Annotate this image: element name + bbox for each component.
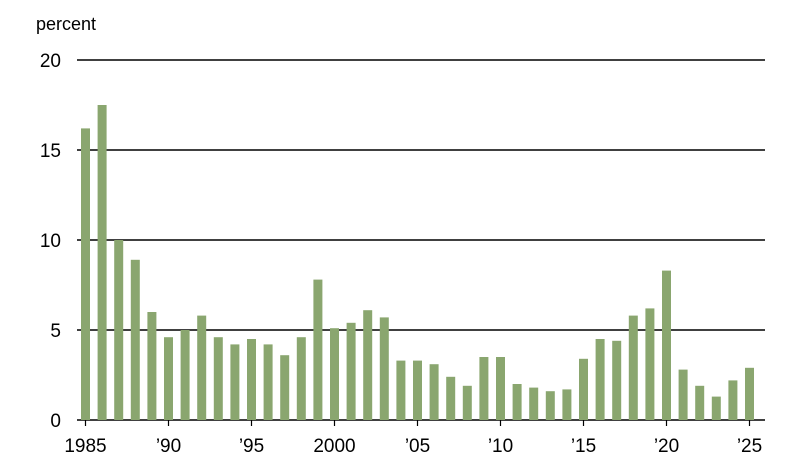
bar-1985 (81, 128, 90, 420)
bar-1996 (263, 344, 273, 420)
bar-2017 (612, 340, 622, 420)
y-tick-label: 20 (40, 51, 61, 72)
bars (81, 105, 754, 420)
bar-1986 (97, 105, 107, 420)
bar-2023 (711, 396, 721, 420)
bar-2000 (330, 328, 339, 420)
bar-2001 (346, 322, 356, 420)
bar-2010 (496, 357, 505, 420)
bar-2025 (745, 367, 754, 420)
x-tick-label: 2000 (313, 436, 355, 457)
bar-2004 (396, 360, 406, 420)
x-tick-label: ’25 (737, 436, 762, 457)
y-axis-ticks: 0 5 10 15 20 (40, 51, 61, 432)
x-tick-label: 1985 (64, 436, 106, 457)
x-tick-label: ’15 (571, 436, 596, 457)
bar-1991 (180, 330, 190, 420)
bar-1998 (296, 337, 306, 420)
x-tick-label: ’05 (405, 436, 430, 457)
bar-2005 (413, 360, 422, 420)
bar-2014 (562, 389, 572, 420)
y-tick-label: 15 (40, 141, 61, 162)
bar-2020 (662, 270, 671, 420)
x-tick-label: ’10 (488, 436, 513, 457)
bar-2022 (695, 385, 705, 420)
x-tick-label: ’95 (239, 436, 264, 457)
bar-2007 (446, 376, 456, 420)
x-axis-ticks: 1985 ’90 ’95 2000 ’05 ’10 ’15 ’20 ’25 (64, 420, 762, 457)
bar-1997 (280, 355, 290, 420)
x-tick-label: ’20 (654, 436, 679, 457)
bar-2003 (379, 317, 389, 420)
bar-2006 (429, 364, 439, 420)
bar-2011 (512, 384, 522, 420)
bar-1999 (313, 279, 323, 420)
bar-2002 (363, 310, 373, 420)
bar-2012 (529, 387, 539, 420)
bar-1992 (197, 315, 207, 420)
y-axis-unit-label: percent (36, 14, 96, 34)
bar-2016 (595, 339, 605, 420)
bar-1989 (147, 312, 157, 420)
bar-1987 (114, 240, 124, 420)
bar-1988 (130, 259, 140, 420)
y-tick-label: 10 (40, 231, 61, 252)
bar-1994 (230, 344, 240, 420)
bar-2008 (462, 385, 472, 420)
bar-2021 (678, 369, 688, 420)
bar-2009 (479, 357, 489, 420)
bar-1990 (164, 337, 173, 420)
bar-1993 (213, 337, 223, 420)
y-tick-label: 0 (50, 411, 61, 432)
bar-2015 (579, 358, 588, 420)
bar-1995 (247, 339, 256, 420)
bar-2024 (728, 380, 738, 420)
bar-2013 (545, 391, 555, 420)
bar-2018 (628, 315, 638, 420)
bar-2019 (645, 308, 655, 420)
y-tick-label: 5 (50, 321, 61, 342)
x-tick-label: ’90 (156, 436, 181, 457)
